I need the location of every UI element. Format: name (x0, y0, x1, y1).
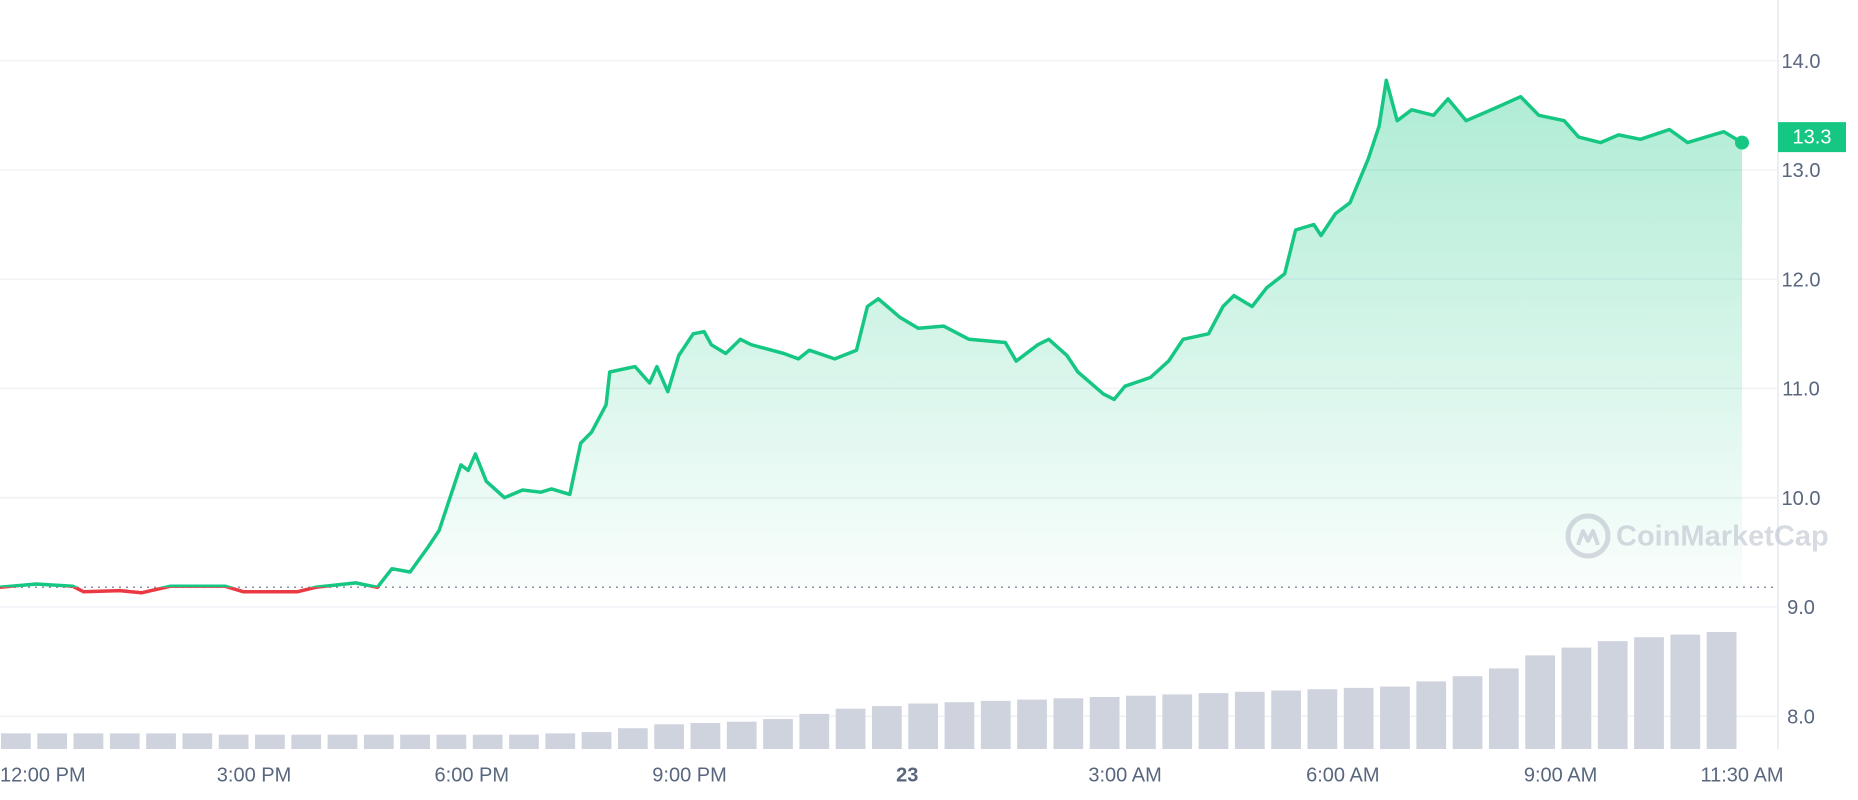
price-line (0, 78, 1743, 588)
volume-bar (1, 733, 31, 749)
y-tick-label: 11.0 (1782, 379, 1819, 401)
volume-bar (182, 733, 213, 749)
volume-bar (1271, 690, 1301, 749)
y-tick-label: 8.0 (1787, 707, 1815, 729)
volume-bar (509, 734, 539, 749)
volume-bar (1089, 697, 1120, 749)
volume-bar (1597, 641, 1628, 749)
volume-bar (1234, 691, 1265, 749)
volume-bar (545, 733, 576, 749)
volume-bar (726, 721, 757, 749)
volume-bar (1126, 695, 1156, 749)
volume-bar (472, 734, 503, 749)
volume-bar (218, 734, 249, 749)
plot (0, 78, 1778, 595)
volume-bar (327, 734, 358, 749)
volume-bar (291, 734, 322, 749)
volume-bar (872, 706, 902, 749)
y-tick-label: 9.0 (1787, 597, 1815, 619)
x-tick-label: 23 (896, 764, 918, 786)
volume-bars (1, 632, 1737, 749)
volume-bar (690, 723, 721, 749)
price-tag-label: 13.3 (1793, 126, 1832, 148)
volume-bar (1525, 655, 1556, 749)
volume-bar (763, 719, 793, 749)
x-tick-label: 12:00 PM (0, 764, 86, 786)
volume-bar (654, 724, 685, 749)
x-tick-label: 11:30 AM (1700, 764, 1783, 786)
x-tick-label: 6:00 AM (1306, 764, 1379, 786)
volume-bar (1706, 632, 1737, 749)
volume-bar (1634, 637, 1664, 749)
x-tick-label: 9:00 PM (652, 764, 726, 786)
volume-bar (617, 728, 648, 749)
volume-bar (1343, 687, 1374, 749)
y-tick-label: 10.0 (1782, 488, 1821, 510)
volume-bar (908, 703, 939, 749)
volume-bar (1053, 698, 1084, 749)
last-point (1735, 135, 1749, 150)
volume-bar (400, 734, 430, 749)
y-tick-label: 12.0 (1782, 269, 1821, 291)
volume-bar (1488, 668, 1519, 749)
volume-bar (146, 733, 176, 749)
volume-bar (363, 734, 394, 749)
volume-bar (255, 734, 285, 749)
volume-bar (73, 733, 104, 749)
volume-bar (109, 733, 140, 749)
volume-bar (980, 700, 1011, 749)
volume-bar (436, 734, 467, 749)
axes: 8.0 9.0 10.0 11.0 12.0 13.0 14.0 12:00 PM 3:00 P… (0, 51, 1846, 786)
watermark-text: CoinMarketCap (1616, 521, 1829, 553)
price-tag (1778, 122, 1846, 153)
volume-bar (799, 713, 830, 749)
volume-bar (37, 733, 68, 749)
volume-bar (1162, 694, 1193, 749)
volume-bar (1416, 681, 1447, 749)
volume-bar (1198, 693, 1229, 749)
price-area (0, 80, 1742, 588)
y-tick-label: 13.0 (1782, 160, 1821, 182)
volume-bar (1017, 699, 1047, 749)
x-tick-label: 3:00 AM (1088, 764, 1161, 786)
x-tick-label: 6:00 PM (435, 764, 509, 786)
y-tick-label: 14.0 (1782, 51, 1821, 73)
watermark: CoinMarketCap (1565, 513, 1829, 559)
volume-bar (1452, 676, 1483, 749)
x-tick-label: 9:00 AM (1524, 764, 1597, 786)
x-tick-label: 3:00 PM (217, 764, 291, 786)
volume-bar (1380, 686, 1410, 749)
volume-bar (581, 732, 612, 749)
volume-bar (1307, 689, 1338, 749)
volume-bar (1670, 634, 1701, 749)
volume-bar (1561, 647, 1592, 749)
volume-bar (944, 702, 975, 749)
volume-bar (835, 708, 866, 749)
